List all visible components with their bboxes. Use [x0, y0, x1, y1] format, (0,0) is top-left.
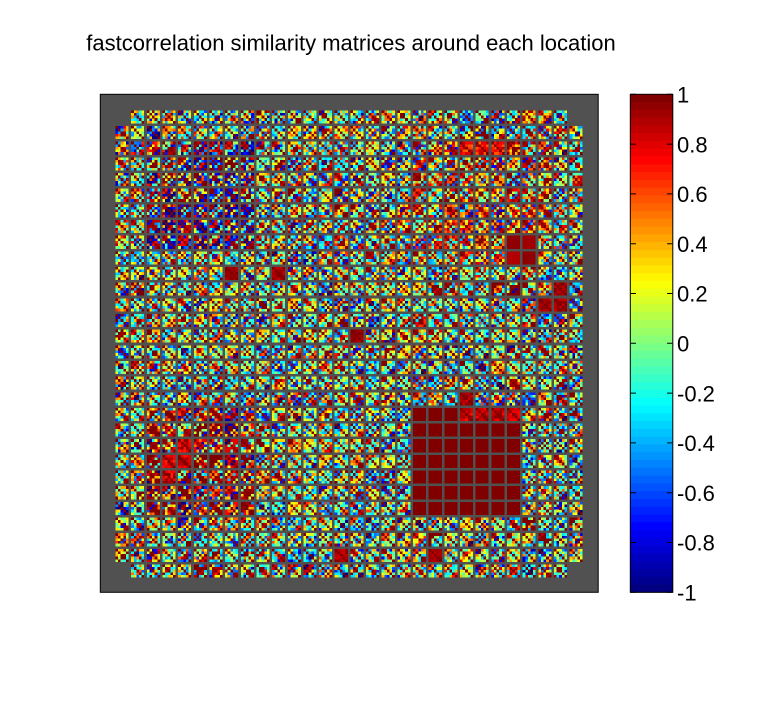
svg-text:0.6: 0.6	[677, 182, 708, 207]
svg-text:-0.8: -0.8	[677, 531, 715, 556]
svg-text:0.2: 0.2	[677, 282, 708, 307]
svg-text:-0.2: -0.2	[677, 381, 715, 406]
svg-text:0.8: 0.8	[677, 132, 708, 157]
svg-text:0.4: 0.4	[677, 232, 708, 257]
svg-text:-1: -1	[677, 581, 697, 606]
svg-text:-0.6: -0.6	[677, 481, 715, 506]
svg-text:fastcorrelation similarity mat: fastcorrelation similarity matrices arou…	[86, 31, 615, 56]
svg-text:-0.4: -0.4	[677, 431, 715, 456]
svg-text:1: 1	[677, 83, 689, 108]
svg-text:0: 0	[677, 332, 689, 357]
